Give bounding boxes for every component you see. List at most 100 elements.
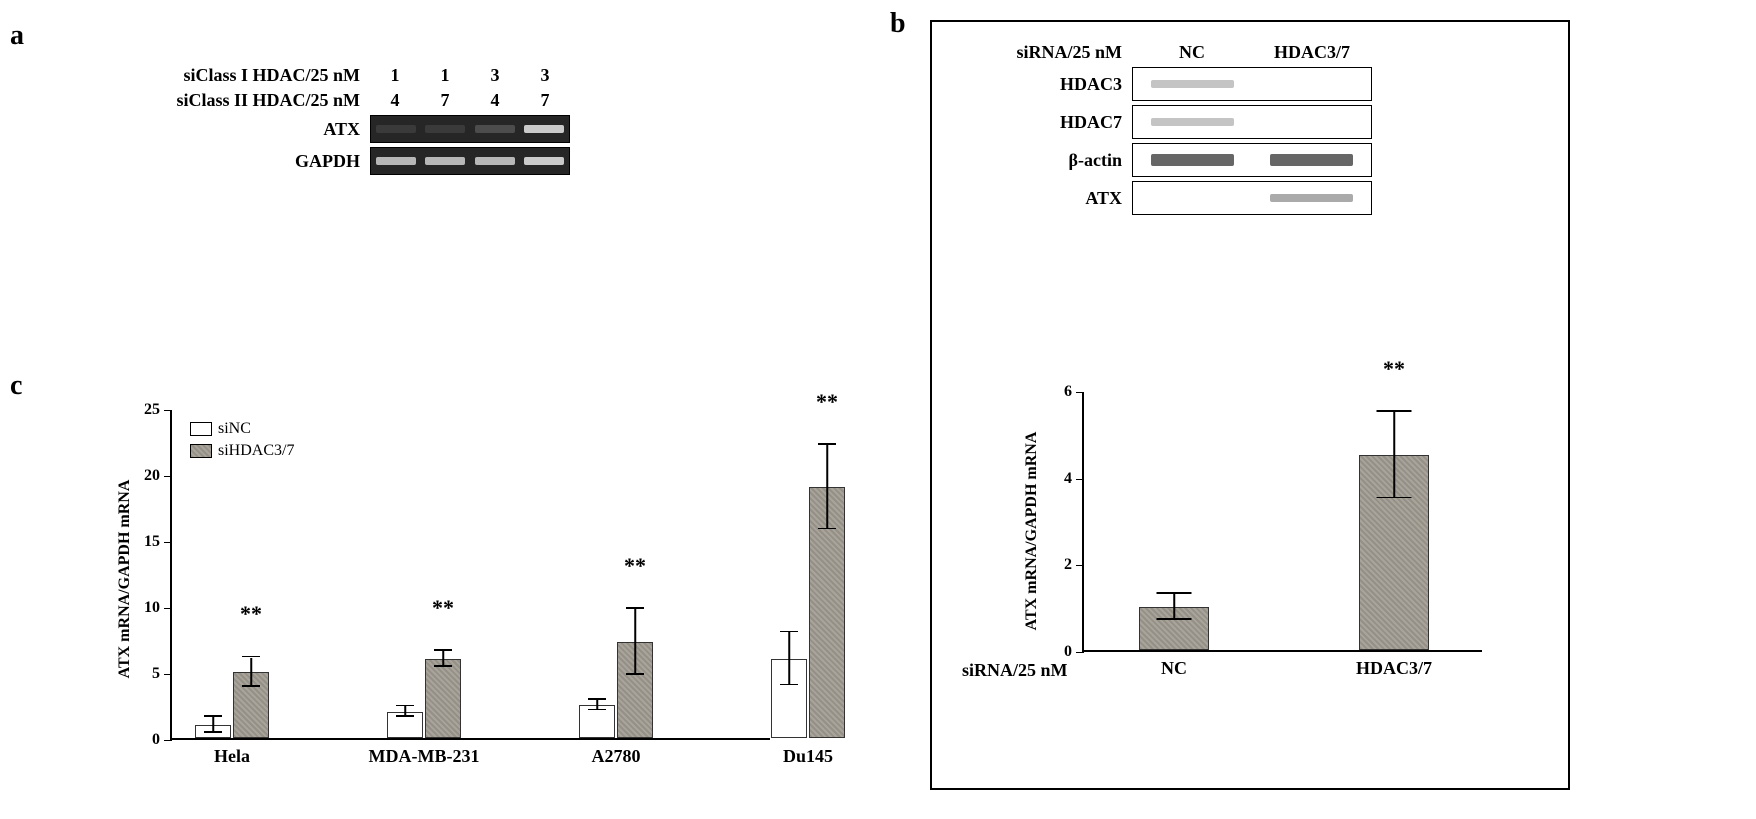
significance-marker: ** — [432, 595, 454, 621]
panel-c-chart: ATX mRNA/GAPDH mRNA siNCsiHDAC3/7 051015… — [140, 410, 820, 800]
error-cap — [588, 698, 606, 700]
gel-lane — [520, 116, 570, 142]
panel-a-classI-label: siClass I HDAC/25 nM — [120, 65, 370, 86]
blot-strip — [1132, 143, 1372, 177]
classII-val-3: 7 — [520, 90, 570, 111]
blot-lane — [1252, 106, 1371, 138]
error-cap — [588, 709, 606, 711]
chart-b-y-title: ATX mRNA/GAPDH mRNA — [1023, 401, 1041, 661]
panel-a: siClass I HDAC/25 nM 1 1 3 3 siClass II … — [120, 65, 640, 179]
error-cap — [818, 443, 836, 445]
gel-lane — [470, 148, 520, 174]
classI-val-0: 1 — [370, 65, 420, 86]
classII-val-1: 7 — [420, 90, 470, 111]
error-bar — [250, 658, 252, 687]
panel-a-gapdh-label: GAPDH — [120, 151, 370, 172]
error-cap — [242, 656, 260, 658]
blot-strip — [1132, 105, 1372, 139]
panel-a-atx-label: ATX — [120, 119, 370, 140]
gel-band — [524, 157, 564, 165]
panel-b: siRNA/25 nM NC HDAC3/7 HDAC3HDAC7β-actin… — [930, 20, 1570, 790]
gel-lane — [371, 148, 421, 174]
classI-val-1: 1 — [420, 65, 470, 86]
x-category-label: Du145 — [783, 738, 833, 767]
gel-band — [425, 157, 465, 165]
panel-c-label: c — [10, 370, 22, 402]
blot-row-label: HDAC3 — [952, 74, 1132, 95]
y-tick-label: 10 — [144, 599, 172, 617]
error-cap — [1157, 592, 1192, 594]
error-bar — [634, 609, 636, 675]
error-cap — [780, 684, 798, 686]
panel-a-gapdh-row: GAPDH — [120, 147, 640, 175]
blot-band — [1151, 80, 1234, 88]
x-category-label: NC — [1161, 650, 1187, 679]
error-cap — [626, 607, 644, 609]
blot-band — [1270, 194, 1353, 202]
error-bar — [826, 445, 828, 529]
gel-band — [376, 157, 416, 165]
blot-lane — [1133, 68, 1252, 100]
panel-b-header-label: siRNA/25 nM — [952, 42, 1132, 63]
chart-c-plot-area: 0510152025**Hela**MDA-MB-231**A2780**Du1… — [170, 410, 770, 740]
significance-marker: ** — [1383, 356, 1405, 382]
y-tick-label: 0 — [1064, 643, 1084, 661]
y-tick-label: 0 — [152, 731, 172, 749]
gel-lane — [421, 116, 471, 142]
error-cap — [1157, 618, 1192, 620]
error-cap — [396, 715, 414, 717]
classI-val-3: 3 — [520, 65, 570, 86]
error-cap — [1377, 497, 1412, 499]
chart-c-y-title: ATX mRNA/GAPDH mRNA — [116, 429, 134, 729]
blot-lane — [1133, 182, 1252, 214]
error-cap — [434, 649, 452, 651]
blot-row-label: ATX — [952, 188, 1132, 209]
chart-b-xaxis-label: siRNA/25 nM — [962, 660, 1068, 681]
chart-b-plot-area: 0246NC**HDAC3/7 — [1082, 392, 1482, 652]
error-cap — [434, 665, 452, 667]
error-bar — [1393, 412, 1395, 499]
x-category-label: HDAC3/7 — [1356, 650, 1432, 679]
blot-lane — [1252, 182, 1371, 214]
panel-b-col-nc: NC — [1132, 42, 1252, 63]
blot-band — [1270, 154, 1353, 166]
y-tick-label: 15 — [144, 533, 172, 551]
error-cap — [780, 631, 798, 633]
classII-val-0: 4 — [370, 90, 420, 111]
blot-lane — [1252, 144, 1371, 176]
gel-lane — [371, 116, 421, 142]
blot-lane — [1252, 68, 1371, 100]
error-bar — [1173, 594, 1175, 620]
blot-lane — [1133, 144, 1252, 176]
error-cap — [626, 673, 644, 675]
panel-a-atx-row: ATX — [120, 115, 640, 143]
error-cap — [1377, 410, 1412, 412]
y-tick-label: 2 — [1064, 556, 1084, 574]
error-cap — [396, 705, 414, 707]
x-category-label: Hela — [214, 738, 250, 767]
chart-bar — [425, 659, 461, 738]
panel-b-label: b — [890, 8, 906, 40]
blot-strip — [1132, 181, 1372, 215]
y-tick-label: 5 — [152, 665, 172, 683]
gel-lane — [520, 148, 570, 174]
error-cap — [204, 731, 222, 733]
gel-lane — [421, 148, 471, 174]
panel-b-header-row: siRNA/25 nM NC HDAC3/7 — [952, 42, 1548, 63]
classII-val-2: 4 — [470, 90, 520, 111]
gel-band — [376, 125, 416, 133]
y-tick-label: 4 — [1064, 470, 1084, 488]
y-tick-label: 20 — [144, 467, 172, 485]
y-tick-label: 6 — [1064, 383, 1084, 401]
blot-row: ATX — [952, 181, 1548, 215]
gel-band — [425, 125, 465, 133]
classI-val-2: 3 — [470, 65, 520, 86]
error-cap — [242, 685, 260, 687]
significance-marker: ** — [240, 601, 262, 627]
gel-band — [524, 125, 564, 133]
blot-row: HDAC3 — [952, 67, 1548, 101]
panel-a-classII-label: siClass II HDAC/25 nM — [120, 90, 370, 111]
gapdh-gel-strip — [370, 147, 570, 175]
x-category-label: A2780 — [592, 738, 641, 767]
blot-band — [1151, 118, 1234, 126]
